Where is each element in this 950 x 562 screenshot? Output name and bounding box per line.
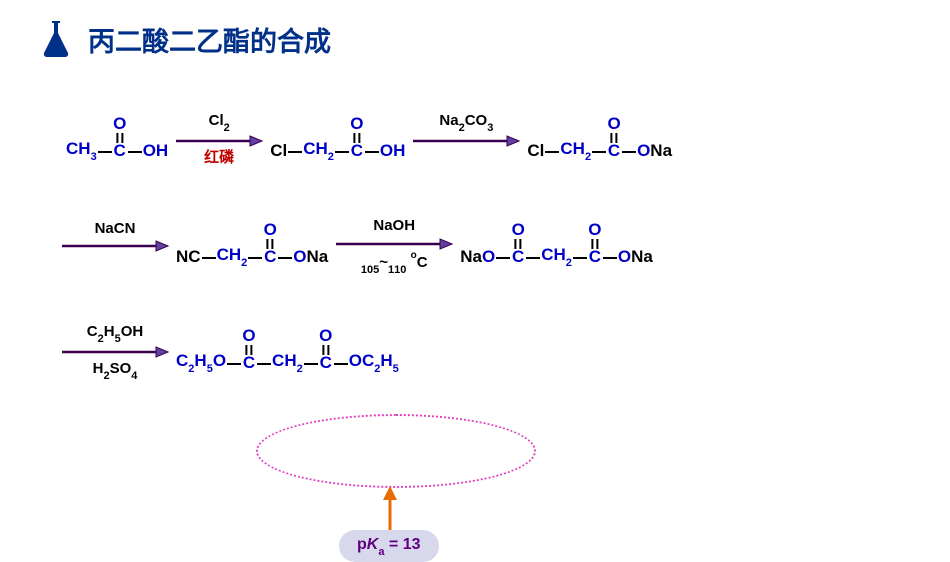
arrow-step-5: C2H5OHH2SO4 [60, 324, 170, 380]
molecule-disodium-malonate: NaOOCCH2OCONa [454, 225, 659, 267]
arrow-step-3: NaCN [60, 221, 170, 272]
arrow-step-1: Cl2红磷 [174, 113, 264, 167]
molecule-diethyl-malonate: C2H5OOCCH2OCOC2H5 [170, 331, 405, 373]
arrow-step-2: Na2CO3 [411, 113, 521, 167]
molecule-acetic-acid: CH3OCOH [60, 119, 174, 161]
molecule-chloroacetic-acid: ClCH2OCOH [264, 119, 411, 161]
arrow-step-4: NaOH105~110 oC [334, 218, 454, 274]
page-title: 丙二酸二乙酯的合成 [88, 20, 331, 59]
flask-icon [38, 18, 74, 60]
reaction-row-3: C2H5OHH2SO4 C2H5OOCCH2OCOC2H5 [60, 322, 900, 382]
reaction-row-1: CH3OCOH Cl2红磷 ClCH2OCOH Na2CO3 ClCH2OCON… [60, 110, 900, 170]
highlight-ellipse [256, 414, 536, 488]
molecule-sodium-cyanoacetate: NCCH2OCONa [170, 225, 334, 267]
reaction-row-2: NaCN NCCH2OCONa NaOH105~110 oC NaOOCCH2O… [60, 216, 900, 276]
molecule-sodium-chloroacetate: ClCH2OCONa [521, 119, 678, 161]
reaction-scheme: CH3OCOH Cl2红磷 ClCH2OCOH Na2CO3 ClCH2OCON… [60, 110, 900, 382]
pka-arrow-icon [379, 486, 401, 536]
